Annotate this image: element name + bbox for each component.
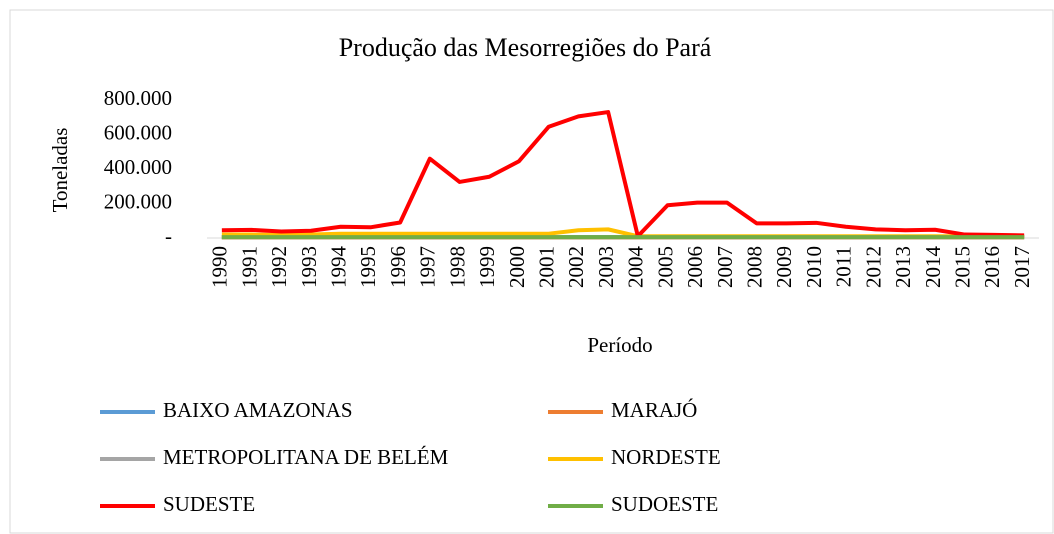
x-tick-label: 1993 <box>297 246 321 288</box>
x-tick-label: 1996 <box>386 246 410 288</box>
legend-label: BAIXO AMAZONAS <box>163 398 353 422</box>
x-tick-label: 2002 <box>564 246 588 288</box>
x-tick-label: 2012 <box>861 246 885 288</box>
x-tick-label: 1992 <box>267 246 291 288</box>
legend-label: SUDOESTE <box>611 492 718 516</box>
x-tick-label: 1998 <box>445 246 469 288</box>
x-tick-label: 2011 <box>832 246 856 287</box>
x-tick-label: 2013 <box>891 246 915 288</box>
x-tick-label: 1999 <box>475 246 499 288</box>
x-tick-label: 1991 <box>237 246 261 288</box>
series-line <box>221 110 1025 239</box>
x-tick-label: 2009 <box>772 246 796 288</box>
x-tick-label: 2005 <box>653 246 677 288</box>
x-tick-label: 2016 <box>980 246 1004 288</box>
x-tick-label: 1997 <box>416 246 440 288</box>
legend-label: NORDESTE <box>611 445 721 469</box>
x-tick-label: 2007 <box>713 246 737 288</box>
chart-frame <box>9 9 1054 534</box>
x-tick-label: 2014 <box>921 246 945 289</box>
x-tick-label: 2006 <box>683 246 707 288</box>
legend-label: SUDESTE <box>163 492 255 516</box>
legend-label: METROPOLITANA DE BELÉM <box>163 445 449 469</box>
chart-title: Produção das Mesorregiões do Pará <box>339 33 712 62</box>
x-tick-label: 2017 <box>1010 246 1034 288</box>
x-tick-label: 1990 <box>208 246 232 288</box>
x-tick-label: 2008 <box>743 246 767 288</box>
y-tick-label: 400.000 <box>104 155 172 179</box>
x-tick-label: 2001 <box>535 246 559 288</box>
legend-label: MARAJÓ <box>611 398 697 422</box>
y-tick-label: 200.000 <box>104 189 172 213</box>
x-tick-label: 1994 <box>327 246 351 289</box>
x-tick-label: 2003 <box>594 246 618 288</box>
x-axis-label: Período <box>587 333 652 357</box>
y-tick-label: 800.000 <box>104 86 172 110</box>
x-tick-label: 1995 <box>356 246 380 288</box>
x-tick-label: 2000 <box>505 246 529 288</box>
x-tick-label: 2004 <box>624 246 648 289</box>
x-tick-label: 2015 <box>951 246 975 288</box>
y-axis-label: Toneladas <box>48 128 72 213</box>
x-tick-label: 2010 <box>802 246 826 288</box>
y-tick-label: - <box>165 224 172 248</box>
y-tick-label: 600.000 <box>104 120 172 144</box>
